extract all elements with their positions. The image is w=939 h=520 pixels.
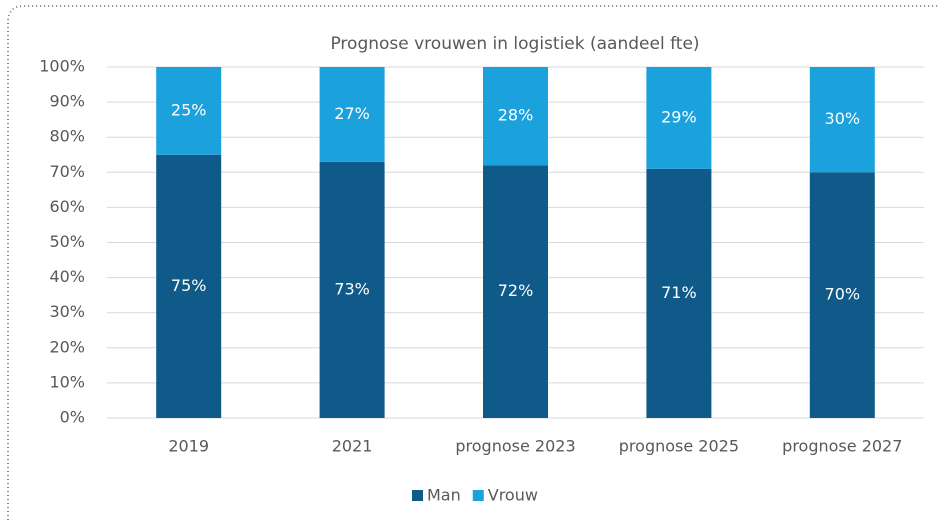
bar-segment: [156, 67, 222, 155]
y-tick-label: 20%: [49, 337, 85, 356]
bar-segment: [646, 67, 712, 169]
x-tick-label: 2019: [168, 437, 209, 456]
data-label: 73%: [334, 279, 370, 298]
data-label: 71%: [661, 283, 697, 302]
y-tick-label: 30%: [49, 302, 85, 321]
data-label: 30%: [825, 109, 861, 128]
legend-swatch: [472, 490, 484, 501]
y-tick-label: 10%: [49, 372, 85, 391]
legend-label: Vrouw: [488, 486, 538, 505]
data-label: 27%: [334, 104, 370, 123]
y-tick-label: 90%: [49, 92, 85, 111]
bar-segment: [809, 172, 875, 418]
x-tick-label: prognose 2023: [455, 437, 575, 456]
bar-segment: [483, 67, 548, 166]
data-label: 75%: [171, 276, 207, 295]
data-label: 29%: [661, 107, 697, 126]
data-label: 72%: [498, 281, 534, 300]
y-tick-label: 50%: [49, 232, 85, 251]
x-tick-label: prognose 2027: [782, 437, 902, 456]
legend-label: Man: [427, 486, 461, 505]
bar-segment: [809, 67, 875, 173]
data-label: 28%: [498, 106, 534, 125]
bar-segment: [319, 161, 385, 418]
y-tick-label: 70%: [49, 162, 85, 181]
x-tick-label: 2021: [332, 437, 373, 456]
x-tick-label: prognose 2025: [619, 437, 739, 456]
data-label: 25%: [171, 100, 207, 119]
bar-segment: [646, 168, 712, 418]
y-tick-label: 0%: [60, 408, 85, 427]
chart-title: Prognose vrouwen in logistiek (aandeel f…: [330, 34, 699, 54]
bar-segment: [156, 154, 222, 418]
y-tick-label: 80%: [49, 127, 85, 146]
bar-segment: [483, 165, 548, 418]
y-tick-label: 40%: [49, 267, 85, 286]
y-tick-label: 60%: [49, 197, 85, 216]
bar-segment: [319, 67, 385, 162]
legend-swatch: [412, 490, 423, 501]
y-tick-label: 100%: [39, 57, 85, 76]
data-label: 70%: [825, 285, 861, 304]
